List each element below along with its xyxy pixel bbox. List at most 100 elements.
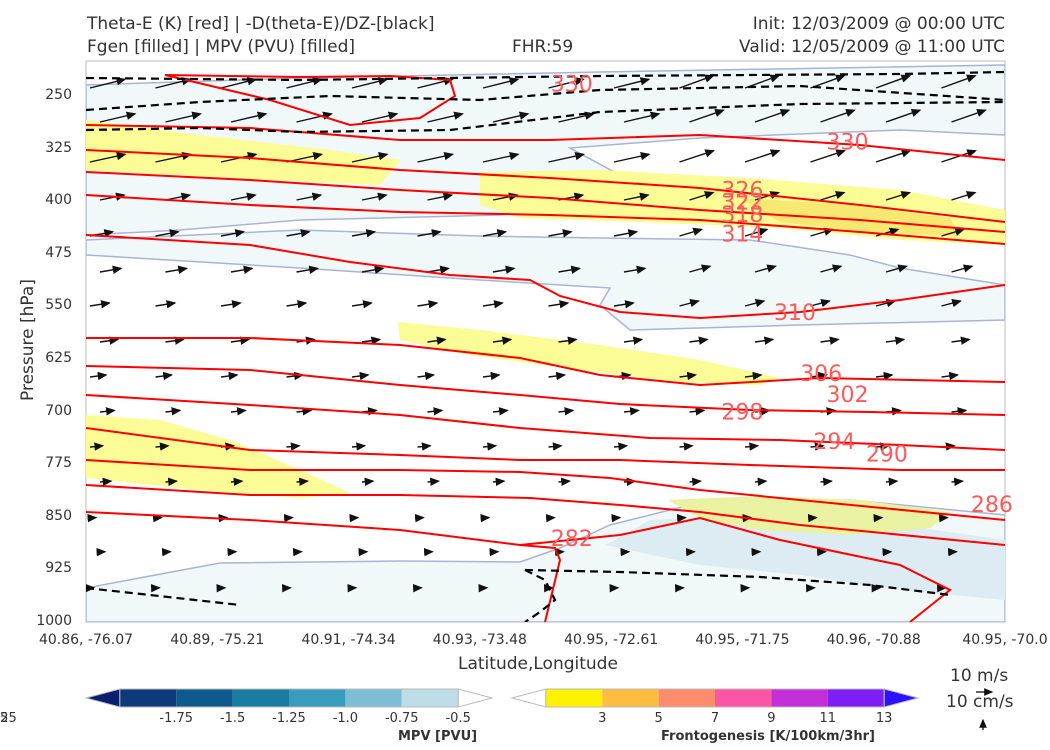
theta-e-contour xyxy=(86,171,1005,233)
y-tick-label: 775 xyxy=(45,455,72,472)
wind-vector xyxy=(89,300,111,309)
wind-vector xyxy=(220,77,258,89)
wind-vector xyxy=(361,265,385,274)
wind-vector xyxy=(744,299,766,308)
wind-vector xyxy=(613,77,651,89)
theta-e-contour xyxy=(86,459,1005,521)
theta-e-label: 330 xyxy=(826,131,868,156)
wind-vector xyxy=(951,264,974,273)
wind-vector xyxy=(230,265,254,274)
valid-time: Valid: 12/05/2009 @ 11:00 UTC xyxy=(739,37,1005,57)
wind-vector xyxy=(417,229,442,238)
colorbar-tick-label: -0.25 xyxy=(0,711,17,726)
wind-vector xyxy=(623,336,644,345)
wind-vector xyxy=(548,300,570,309)
y-tick-label: 625 xyxy=(45,350,72,367)
colorbar-tick-label: -1.75 xyxy=(159,711,194,726)
theta-e-label: 298 xyxy=(721,401,763,426)
wind-vector xyxy=(492,407,509,416)
wind-vector xyxy=(820,108,856,123)
wind-vector xyxy=(165,111,202,123)
y-tick-label: 475 xyxy=(45,244,72,261)
wind-vector xyxy=(427,265,451,274)
wind-vector xyxy=(89,371,108,381)
wind-vector xyxy=(820,336,840,345)
wind-vector xyxy=(810,442,825,451)
wind-vector xyxy=(689,191,715,201)
wind-vector xyxy=(296,265,320,274)
theta-e-label: 326 xyxy=(721,178,763,203)
wind-vector xyxy=(351,371,370,381)
wind-vector xyxy=(548,371,567,381)
theta-e-contour xyxy=(164,74,457,127)
fgen-fill-lower-left xyxy=(86,415,350,498)
colorbar-tick-label: -1.25 xyxy=(272,711,306,726)
wind-vector xyxy=(679,442,694,451)
wind-vector xyxy=(427,192,454,201)
colorbar-tick-label: 13 xyxy=(875,711,893,726)
wind-vector xyxy=(296,192,323,201)
wind-vector xyxy=(951,191,977,201)
y-tick-label: 550 xyxy=(45,297,72,314)
y-tick-label: 925 xyxy=(45,560,72,577)
wind-vector xyxy=(286,229,311,238)
theta-e-contour xyxy=(86,149,1005,223)
x-tick-label: 40.91, -74.34 xyxy=(301,632,396,648)
wind-vector xyxy=(558,477,572,486)
wind-vector xyxy=(99,265,123,274)
colorbar-tick-label: 9 xyxy=(767,711,776,726)
wind-vector xyxy=(165,336,185,345)
wind-vector xyxy=(296,477,310,486)
wind-vector xyxy=(351,442,367,451)
wind-vector xyxy=(875,371,894,381)
stability-contour xyxy=(86,70,1005,82)
y-axis-label: Pressure [hPa] xyxy=(18,279,38,401)
y-tick-label: 1000 xyxy=(36,613,72,629)
theta-e-label: 294 xyxy=(813,430,855,455)
theta-e-label: 290 xyxy=(866,443,908,468)
wind-vector xyxy=(613,229,639,238)
fgen-fill-mid xyxy=(398,322,780,385)
wind-vector xyxy=(875,442,891,451)
wind-vector xyxy=(941,149,978,163)
wind-vector xyxy=(230,192,257,201)
wind-vector xyxy=(885,336,906,345)
stability-contour xyxy=(86,84,1005,112)
wind-vector xyxy=(165,477,179,486)
wind-vector xyxy=(885,264,908,273)
wind-vector xyxy=(361,192,388,201)
wind-vector xyxy=(679,149,716,163)
wind-vector xyxy=(548,77,585,89)
wind-vector xyxy=(754,336,775,345)
wind-vector xyxy=(89,442,105,451)
wind-vector xyxy=(689,336,709,345)
wind-vector xyxy=(427,111,464,123)
mpv-colorbar-title: MPV [PVU] xyxy=(398,729,478,744)
wind-vector xyxy=(427,477,441,486)
theta-e-label: 310 xyxy=(774,301,816,326)
wind-vector xyxy=(875,149,912,163)
wind-vector xyxy=(820,264,843,273)
colorbar-tick-label: 11 xyxy=(819,711,837,726)
wind-vector xyxy=(754,264,777,273)
mpv-fill-upper xyxy=(86,64,1005,236)
wind-vector xyxy=(548,152,586,163)
wind-vector xyxy=(351,300,373,309)
wind-vector xyxy=(230,477,244,486)
wind-vector xyxy=(492,111,530,123)
wind-vector xyxy=(155,229,180,238)
x-tick-label: 40.95, -70.0 xyxy=(962,632,1048,648)
wind-vector xyxy=(941,227,966,237)
wind-scale-label-ms: 10 m/s xyxy=(950,666,1009,686)
wind-vector xyxy=(623,407,640,416)
wind-vector xyxy=(689,477,703,486)
wind-vector xyxy=(230,407,247,416)
theta-e-label: 302 xyxy=(826,383,868,408)
wind-vector xyxy=(99,407,116,416)
wind-vector xyxy=(361,111,399,123)
stability-contours xyxy=(86,70,1005,622)
theta-e-contour xyxy=(86,365,1005,416)
theta-e-label: 318 xyxy=(721,203,763,228)
wind-vector xyxy=(427,407,444,416)
theta-e-label: 306 xyxy=(800,362,842,387)
